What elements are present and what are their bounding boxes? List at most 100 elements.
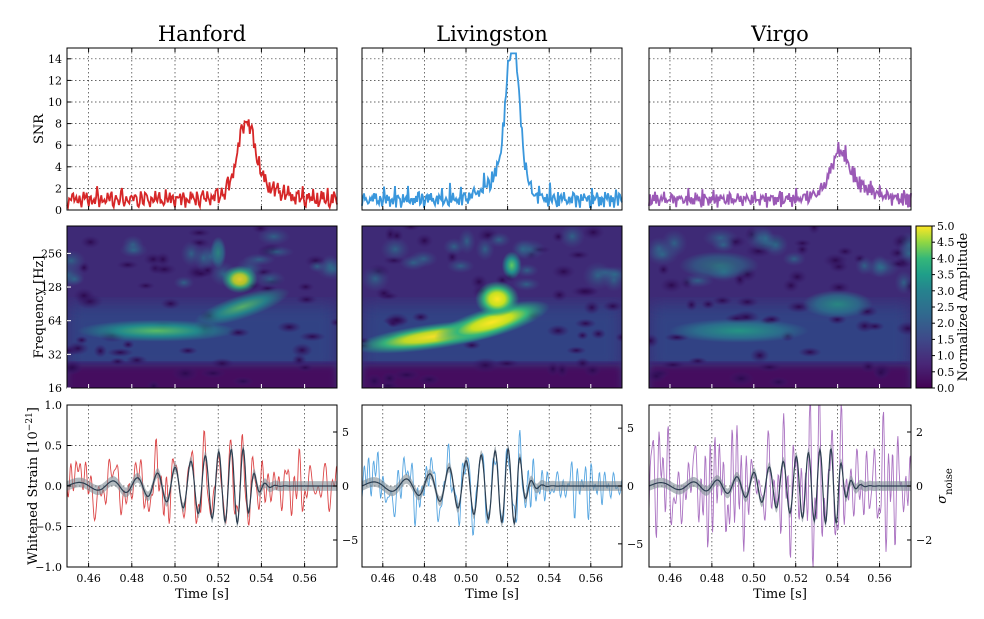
spec-texture [660, 360, 686, 369]
strain-data-virgo [648, 404, 912, 568]
spec-texture [895, 321, 911, 336]
spec-texture [649, 333, 659, 349]
spec-texture [836, 246, 854, 257]
axes-frame [66, 225, 338, 389]
y-tick-label: 32 [48, 348, 62, 361]
spec-texture [291, 343, 313, 358]
spec-texture [494, 359, 520, 368]
spec-texture [649, 243, 679, 266]
axes-frame [66, 47, 338, 211]
spec-texture [315, 257, 337, 280]
spec-texture [551, 264, 576, 280]
x-tick-label: 0.52 [783, 572, 808, 585]
chirp-blob [669, 318, 809, 343]
spec-texture [559, 226, 585, 249]
spec-texture [712, 295, 733, 306]
colorbar-tick-label: 2.0 [937, 317, 955, 330]
right-tick-label: 0 [916, 480, 923, 493]
x-tick-label: 0.46 [76, 572, 101, 585]
spectrogram-image [362, 226, 622, 388]
x-tick-label: 0.48 [412, 572, 437, 585]
strain-panel-livingston: 0.46 0.48 0.50 0.52 0.54 0.56 Time [s] −5 0 5 [361, 404, 643, 602]
x-tick-label: 0.54 [249, 572, 274, 585]
x-axis-label: Time [s] [175, 587, 229, 602]
x-tick-label: 0.54 [825, 572, 850, 585]
plot-layer: Hanford Livingston Virgo02468101214SNR0.00… [25, 22, 971, 602]
x-tick-label: 0.56 [292, 572, 317, 585]
x-tick-label: 0.46 [658, 572, 683, 585]
spec-texture [298, 331, 326, 342]
chirp-spike [501, 251, 522, 280]
right-tick-label: 0 [342, 480, 349, 493]
spec-texture [446, 258, 475, 274]
spec-texture [151, 263, 178, 276]
colorbar: 0.0 0.5 1.0 1.5 2.0 2.5 3.0 3.5 4.0 4.5 5.0Normali… [915, 220, 971, 395]
y-tick-label: 8 [55, 118, 62, 131]
spec-texture [798, 347, 822, 358]
x-axis-label: Time [s] [753, 587, 807, 602]
spec-texture [570, 285, 599, 298]
spec-texture [171, 365, 199, 382]
spec-texture [566, 346, 587, 355]
spec-texture [329, 318, 337, 327]
spec-texture [679, 251, 759, 280]
y-tick-label: 0.5 [45, 440, 63, 453]
strain-panel-virgo: 0.46 0.48 0.50 0.52 0.54 0.56 Time [s] −2 0 2 σnoi… [648, 404, 955, 602]
y-tick-label: 64 [48, 315, 62, 328]
x-tick-label: 0.54 [537, 572, 562, 585]
spec-texture [685, 298, 698, 312]
spec-texture [147, 380, 161, 388]
spec-texture [259, 245, 295, 258]
spec-texture [576, 330, 589, 341]
spec-texture [756, 362, 783, 372]
spec-texture [602, 300, 622, 312]
y-tick-label: 4 [55, 161, 62, 174]
spec-texture [154, 251, 171, 267]
spec-texture [187, 228, 212, 238]
spec-texture [295, 294, 318, 305]
spec-texture [193, 245, 214, 271]
spec-texture [582, 261, 614, 290]
chirp-peak [221, 265, 258, 294]
spec-texture [362, 265, 390, 292]
snr-line-livingston [361, 52, 623, 209]
x-tick-label: 0.52 [206, 572, 231, 585]
strain-panel-hanford: 0.46 0.48 0.50 0.52 0.54 0.56 Time [s] −5 0 5 −1.0… [25, 399, 358, 602]
spec-texture [807, 226, 821, 235]
spec-texture [200, 368, 227, 379]
spec-texture [119, 242, 149, 258]
y-tick-label: 12 [48, 74, 62, 87]
spec-texture [583, 363, 602, 377]
spec-texture [487, 232, 511, 248]
right-axis-label: σnoise [935, 468, 955, 504]
y-tick-label: 0.0 [45, 480, 63, 493]
spec-texture [864, 257, 900, 279]
colorbar-gradient [915, 225, 933, 389]
y-axis-label: Frequency [Hz] [32, 256, 47, 359]
spec-texture [136, 281, 156, 290]
spec-texture [659, 277, 684, 294]
colorbar-tick-label: 4.0 [937, 252, 955, 265]
right-tick-label: 0 [627, 480, 634, 493]
spec-texture [411, 311, 430, 323]
spec-texture [121, 340, 135, 350]
x-tick-label: 0.46 [371, 572, 396, 585]
spec-texture [67, 360, 84, 375]
y-tick-label: 10 [48, 96, 62, 109]
spec-texture [381, 371, 398, 385]
spec-texture [546, 324, 570, 337]
chirp-peak [475, 281, 520, 318]
colorbar-label: Normalized Amplitude [956, 232, 971, 381]
spec-texture [75, 335, 89, 345]
spec-texture [177, 346, 198, 355]
spec-texture [276, 321, 302, 333]
spec-texture [417, 374, 441, 386]
spec-texture [109, 357, 126, 366]
x-tick-label: 0.48 [120, 572, 145, 585]
chirp-peak [802, 290, 873, 319]
y-tick-label: 1.0 [45, 399, 63, 412]
spec-texture [67, 272, 85, 286]
